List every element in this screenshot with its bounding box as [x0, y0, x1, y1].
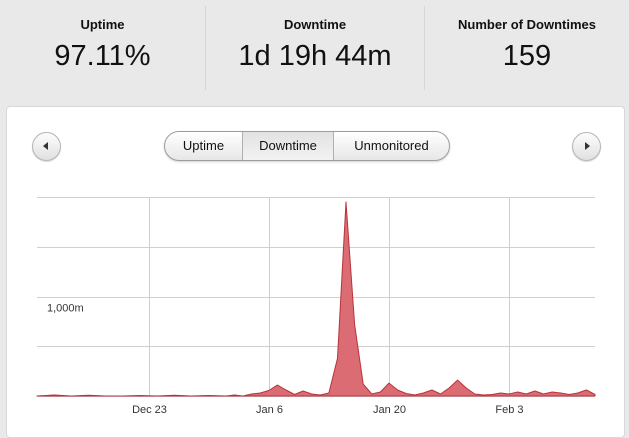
- tab-uptime[interactable]: Uptime: [182, 138, 225, 153]
- stat-uptime-value: 97.11%: [54, 40, 151, 72]
- stat-number-of-downtimes: Number of Downtimes 159: [425, 0, 629, 96]
- chevron-right-icon: [585, 142, 590, 150]
- stat-uptime: Uptime 97.11%: [0, 0, 205, 96]
- chart-panel: Uptime Downtime Unmonitored 1,000m Dec 2…: [6, 106, 625, 438]
- stat-downtime: Downtime 1d 19h 44m: [206, 0, 424, 96]
- stat-uptime-label: Uptime: [80, 17, 125, 32]
- x-tick-label: Jan 20: [373, 404, 406, 416]
- stat-number-of-downtimes-label: Number of Downtimes: [458, 17, 596, 32]
- y-tick-label: 1,000m: [47, 303, 84, 315]
- downtime-series-area: [36, 201, 596, 397]
- chevron-left-icon: [43, 142, 48, 150]
- x-tick-label: Dec 23: [132, 404, 167, 416]
- tab-downtime[interactable]: Downtime: [242, 132, 333, 160]
- stat-divider: [205, 6, 206, 90]
- next-period-button[interactable]: [572, 132, 601, 161]
- chart-grid: [37, 197, 595, 397]
- stat-number-of-downtimes-value: 159: [502, 40, 552, 72]
- stat-downtime-label: Downtime: [283, 17, 347, 32]
- stat-downtime-value: 1d 19h 44m: [238, 40, 392, 72]
- x-tick-label: Feb 3: [495, 404, 523, 416]
- downtime-chart: 1,000m Dec 23 Jan 6 Jan 20 Feb 3: [36, 197, 596, 416]
- view-mode-segmented-control: Uptime Downtime Unmonitored: [164, 131, 450, 161]
- stat-divider: [424, 6, 425, 90]
- tab-unmonitored[interactable]: Unmonitored: [333, 132, 449, 160]
- x-tick-label: Jan 6: [256, 404, 283, 416]
- stats-bar: Uptime 97.11% Downtime 1d 19h 44m Number…: [0, 0, 629, 96]
- prev-period-button[interactable]: [32, 132, 61, 161]
